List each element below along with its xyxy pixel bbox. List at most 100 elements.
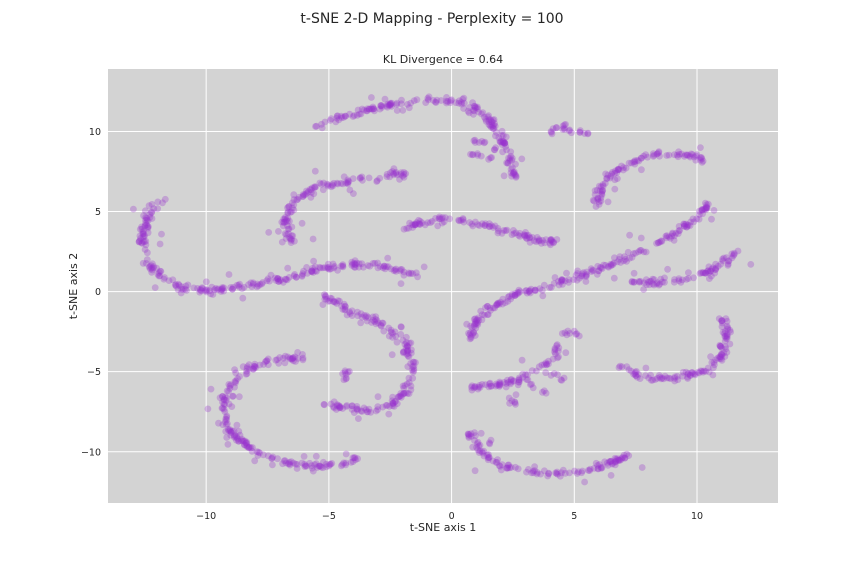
data-point	[684, 370, 692, 377]
data-point	[566, 330, 574, 337]
data-point	[175, 280, 182, 288]
data-point	[339, 261, 347, 268]
data-point	[400, 171, 408, 178]
data-point	[374, 264, 382, 272]
data-point	[402, 389, 409, 397]
data-point	[671, 151, 678, 159]
data-point	[336, 297, 343, 305]
data-point	[459, 215, 467, 222]
data-point	[469, 443, 477, 451]
data-point	[684, 370, 692, 378]
data-point	[485, 383, 493, 391]
data-point	[317, 264, 324, 272]
data-point	[288, 208, 295, 216]
data-point	[704, 364, 712, 372]
data-point	[561, 121, 568, 129]
data-point	[495, 227, 502, 235]
data-point	[218, 404, 226, 412]
data-point	[389, 400, 397, 408]
data-point	[507, 152, 515, 160]
data-point	[410, 97, 418, 105]
data-point	[142, 219, 150, 227]
data-point	[508, 172, 516, 180]
data-point	[155, 272, 163, 280]
data-point	[560, 124, 568, 132]
data-point	[604, 461, 612, 469]
data-point	[499, 138, 507, 146]
data-point	[525, 288, 533, 296]
data-point	[614, 455, 622, 463]
data-point	[685, 275, 692, 282]
data-point	[459, 216, 467, 224]
data-point	[522, 229, 529, 236]
data-point	[396, 175, 403, 183]
plot-area	[108, 69, 778, 503]
data-point	[342, 450, 350, 458]
data-point	[625, 159, 633, 167]
data-point	[263, 357, 271, 365]
data-point	[455, 216, 462, 224]
data-point	[309, 235, 317, 243]
data-point	[724, 325, 732, 333]
data-point	[509, 164, 516, 172]
data-point	[724, 324, 732, 332]
data-point	[526, 234, 534, 242]
data-point	[504, 293, 512, 301]
data-point	[612, 455, 620, 463]
data-point	[634, 156, 641, 164]
data-point	[665, 374, 673, 382]
data-point	[711, 361, 718, 369]
data-point	[657, 237, 665, 245]
data-point	[671, 374, 678, 382]
data-point	[407, 349, 415, 357]
data-point	[550, 280, 558, 287]
data-point	[333, 300, 341, 307]
data-point	[387, 326, 395, 334]
data-point	[354, 406, 361, 414]
data-point	[489, 125, 497, 132]
data-point	[472, 432, 479, 440]
data-point	[405, 353, 413, 361]
data-point	[547, 283, 555, 291]
data-point	[356, 175, 364, 182]
data-point	[386, 101, 394, 108]
data-point	[511, 398, 519, 406]
data-point	[597, 197, 605, 205]
data-point	[596, 461, 603, 468]
data-point	[491, 304, 498, 312]
data-point	[388, 99, 396, 107]
data-point	[235, 393, 243, 401]
data-point	[240, 437, 247, 445]
data-point	[219, 285, 226, 292]
data-point	[316, 462, 324, 470]
data-point	[478, 110, 485, 118]
data-point	[381, 265, 389, 273]
data-point	[354, 106, 362, 114]
data-point	[704, 200, 712, 208]
data-point	[485, 454, 493, 461]
data-point	[206, 287, 214, 295]
data-point	[436, 215, 444, 223]
data-point	[299, 193, 307, 200]
data-point	[536, 285, 544, 293]
data-point	[488, 222, 495, 230]
data-point	[432, 99, 440, 106]
data-point	[330, 264, 338, 272]
data-point	[653, 280, 660, 288]
data-point	[211, 286, 219, 293]
data-point	[597, 194, 605, 202]
data-point	[215, 419, 222, 427]
data-point	[486, 439, 493, 447]
data-point	[183, 287, 191, 294]
data-point	[632, 372, 640, 379]
data-point	[561, 126, 568, 133]
data-point	[474, 319, 481, 326]
data-point	[707, 353, 714, 361]
data-point	[505, 292, 513, 300]
data-point	[181, 285, 189, 293]
data-point	[339, 461, 346, 468]
data-point	[696, 270, 704, 277]
data-point	[615, 166, 623, 173]
data-point	[144, 217, 152, 225]
data-point	[432, 98, 439, 106]
